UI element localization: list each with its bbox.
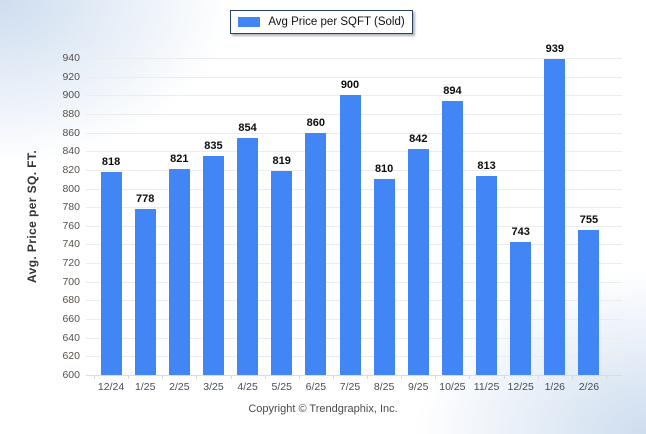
bar-value-label: 854 <box>238 122 257 135</box>
gridline <box>86 58 622 59</box>
bar <box>407 149 429 375</box>
x-axis-tick <box>94 375 95 379</box>
bar <box>510 241 532 375</box>
bar-value-label: 860 <box>306 116 326 129</box>
y-axis-tick-label: 940 <box>62 52 80 64</box>
x-axis-tick-label: 2/25 <box>169 381 190 393</box>
y-axis-tick-label: 700 <box>62 275 80 288</box>
y-axis-tick-label: 820 <box>62 163 80 176</box>
bar <box>202 155 224 375</box>
x-axis-tick <box>332 375 334 379</box>
bar <box>339 95 361 375</box>
bar <box>544 58 566 375</box>
x-axis-tick <box>606 375 607 379</box>
bar <box>441 100 463 375</box>
x-axis-tick-label: 12/24 <box>97 381 125 393</box>
bar-value-label: 821 <box>170 152 189 165</box>
x-axis-tick <box>298 375 300 379</box>
bar-value-label: 813 <box>477 160 496 173</box>
y-axis-tick-label: 900 <box>62 89 80 102</box>
x-axis-tick <box>264 375 266 379</box>
x-axis-tick-label: 8/25 <box>373 381 395 393</box>
y-axis-tick-label: 780 <box>62 201 80 214</box>
y-axis-tick-label: 600 <box>62 369 80 381</box>
bar <box>476 176 498 375</box>
y-axis-tick-label: 840 <box>62 145 80 158</box>
y-axis-tick-label: 920 <box>62 70 80 83</box>
y-axis-tick-label: 640 <box>62 331 80 344</box>
gridline <box>86 375 622 376</box>
x-axis-tick <box>571 375 573 379</box>
y-axis-tick-label: 680 <box>62 294 80 307</box>
bar-value-label: 818 <box>101 155 121 168</box>
bar <box>305 132 327 375</box>
x-axis-tick <box>401 375 403 379</box>
bar <box>271 170 293 375</box>
x-axis-tick <box>469 375 471 379</box>
legend: Avg Price per SQFT (Sold) <box>230 10 413 34</box>
x-axis-tick-label: 1/25 <box>134 381 156 393</box>
x-axis-tick-label: 6/25 <box>305 381 327 393</box>
x-axis-tick-label: 11/25 <box>473 381 500 393</box>
bar <box>373 179 395 375</box>
x-axis-tick-label: 5/25 <box>271 381 292 393</box>
bar-value-label: 842 <box>409 133 428 146</box>
bar-value-label: 819 <box>272 154 291 167</box>
bar-value-label: 894 <box>443 84 462 97</box>
bar-value-label: 835 <box>204 139 223 152</box>
bar-value-label: 743 <box>511 225 530 238</box>
x-axis-tick-label: 1/26 <box>544 381 566 393</box>
x-axis-tick <box>230 375 232 379</box>
copyright: Copyright © Trendgraphix, Inc. <box>248 403 398 415</box>
legend-swatch <box>238 17 261 27</box>
y-axis-tick-label: 740 <box>62 238 80 251</box>
y-axis-tick-label: 880 <box>62 107 80 120</box>
x-axis-tick-label: 3/25 <box>203 381 224 393</box>
bar-value-label: 939 <box>545 42 564 55</box>
y-axis-tick-label: 860 <box>62 126 80 139</box>
bar-value-label: 778 <box>136 193 155 206</box>
bar <box>578 230 600 375</box>
x-axis-tick <box>196 375 198 379</box>
x-axis-tick <box>537 375 539 379</box>
x-axis-tick <box>435 375 437 379</box>
y-axis-tick-label: 620 <box>62 350 80 363</box>
x-axis-tick <box>162 375 164 379</box>
y-axis-tick-label: 660 <box>62 313 80 326</box>
bar-value-label: 810 <box>374 163 394 176</box>
y-axis-tick-label: 760 <box>62 219 80 232</box>
x-axis-tick-label: 2/26 <box>578 381 600 393</box>
gridline <box>86 76 622 78</box>
y-axis-tick-label: 800 <box>62 182 80 195</box>
x-axis-tick-label: 4/25 <box>237 381 258 393</box>
y-axis-tick-label: 720 <box>62 257 80 270</box>
bar-value-label: 755 <box>579 214 599 227</box>
bar <box>237 138 259 375</box>
bar <box>100 171 122 375</box>
x-axis-tick-label: 10/25 <box>439 381 466 393</box>
x-axis-tick-label: 12/25 <box>507 381 534 393</box>
bar-value-label: 900 <box>340 79 360 92</box>
legend-label: Avg Price per SQFT (Sold) <box>268 16 405 28</box>
x-axis-tick <box>503 375 505 379</box>
x-axis-tick <box>128 375 130 379</box>
x-axis-tick <box>367 375 369 379</box>
x-axis-tick-label: 9/25 <box>408 381 429 393</box>
x-axis-tick-label: 7/25 <box>339 381 361 393</box>
bar <box>168 168 190 375</box>
bar <box>134 209 156 375</box>
